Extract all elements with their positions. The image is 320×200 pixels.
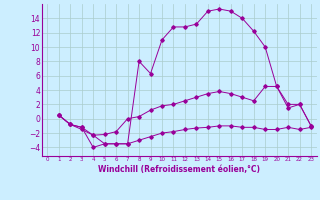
X-axis label: Windchill (Refroidissement éolien,°C): Windchill (Refroidissement éolien,°C) xyxy=(98,165,260,174)
